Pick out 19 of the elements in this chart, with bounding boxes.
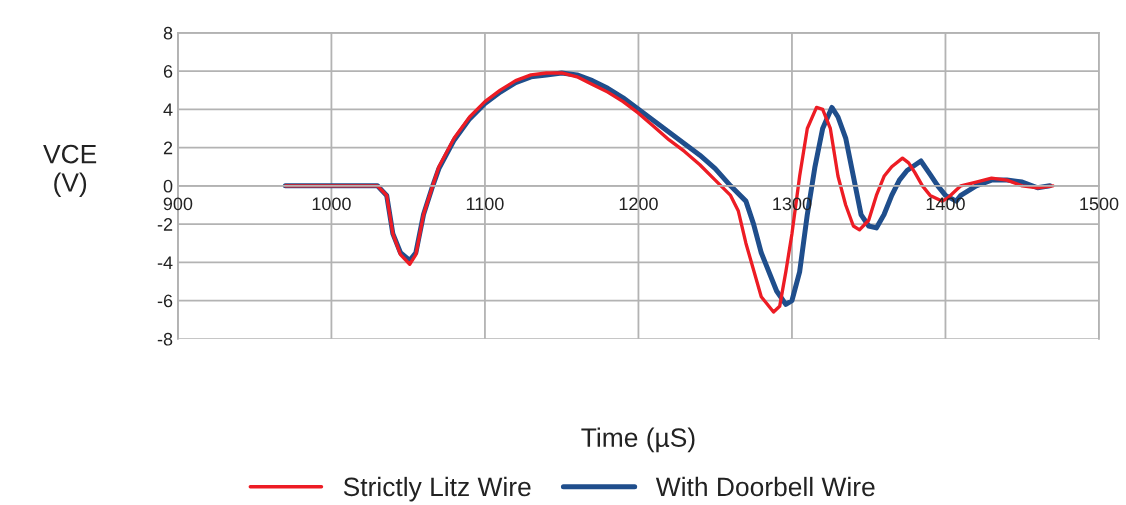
y-tick-label: 4	[163, 103, 173, 116]
legend-label: Strictly Litz Wire	[343, 476, 531, 502]
x-tick-label: 1400	[926, 197, 965, 211]
x-tick-label: 1000	[312, 197, 351, 211]
x-axis-title: Time (µS)	[581, 427, 695, 453]
y-axis-title: VCE (V)	[43, 144, 97, 198]
y-tick-label: -2	[157, 218, 173, 231]
y-tick-label: 6	[163, 65, 173, 78]
y-tick-label: 8	[163, 26, 173, 40]
y-tick-label: -4	[157, 256, 173, 269]
y-tick-label: 0	[163, 179, 173, 193]
x-tick-label: 1200	[619, 197, 658, 211]
y-tick-label: -8	[157, 332, 173, 346]
y-tick-label: -6	[157, 294, 173, 308]
x-tick-label: 900	[163, 197, 193, 211]
y-tick-label: 2	[163, 141, 173, 155]
x-tick-label: 1500	[1080, 197, 1119, 211]
legend-label: With Doorbell Wire	[655, 476, 875, 497]
x-tick-label: 1100	[466, 197, 504, 211]
